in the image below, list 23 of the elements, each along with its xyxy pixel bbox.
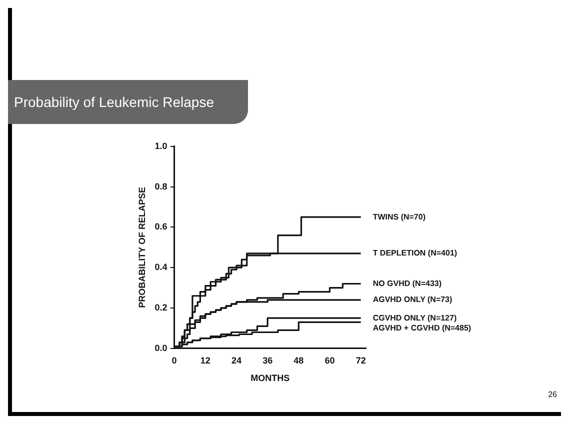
series-label: NO GVHD (N=433) (372, 278, 442, 288)
y-tick-label: 0.0 (154, 342, 168, 353)
x-tick-label: 12 (200, 355, 210, 366)
y-tick-label: 0.8 (154, 181, 168, 192)
series-label: TWINS (N=70) (372, 212, 426, 222)
y-tick-label: 1.0 (154, 140, 168, 151)
series-label: CGVHD ONLY (N=127) (372, 313, 457, 322)
x-tick-label: 60 (324, 355, 335, 366)
x-axis-title: MONTHS (250, 373, 290, 384)
x-tick-label: 36 (262, 355, 273, 366)
series-label: AGVHD ONLY (N=73) (372, 295, 453, 304)
y-tick-label: 0.4 (154, 262, 168, 272)
x-tick-label: 48 (294, 355, 304, 366)
y-tick-label: 0.2 (154, 302, 168, 312)
series-label: T DEPLETION (N=401) (372, 248, 458, 258)
chart-title: Probability of Leukemic Relapse (8, 80, 248, 124)
x-tick-label: 72 (356, 355, 366, 366)
series-label: AGVHD + CGVHD (N=485) (372, 323, 472, 332)
x-tick-label: 24 (231, 355, 242, 366)
y-axis-title: PROBABILITY OF RELAPSE (136, 186, 147, 308)
y-tick-label: 0.6 (154, 222, 168, 232)
x-tick-label: 0 (172, 355, 177, 366)
text: 26 (548, 390, 557, 399)
